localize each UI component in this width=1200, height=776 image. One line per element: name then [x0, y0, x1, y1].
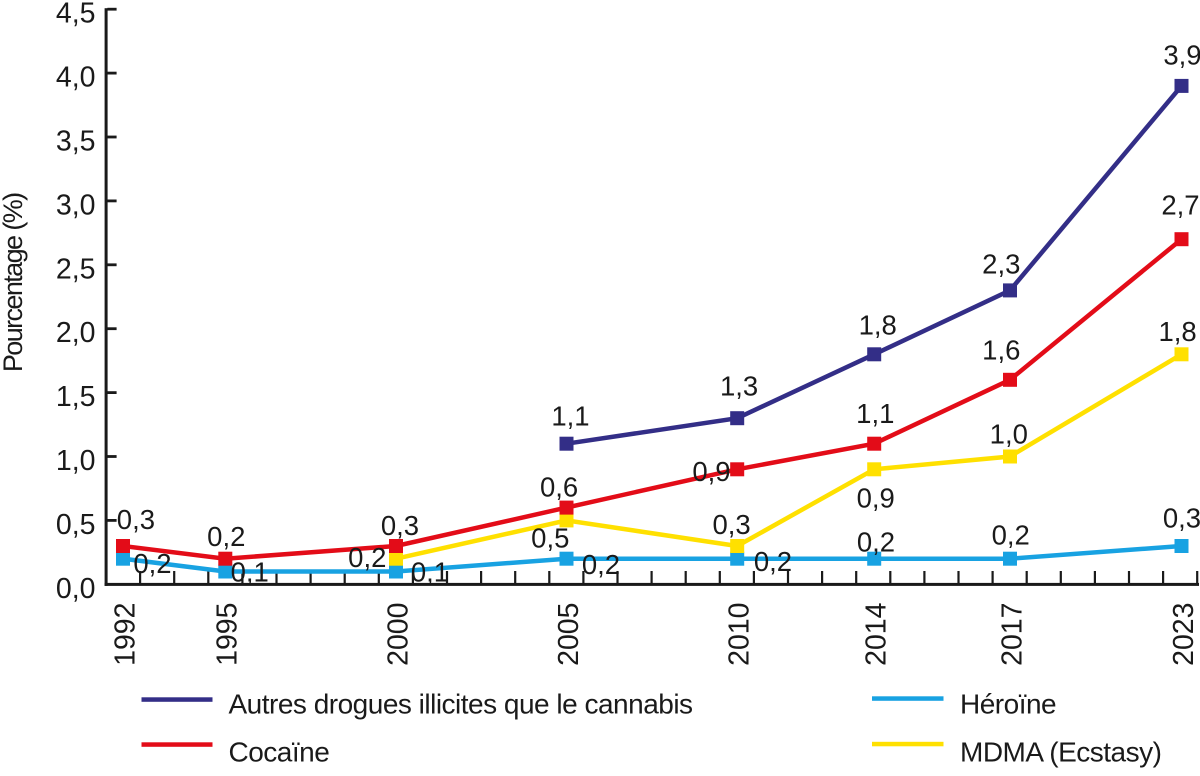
- svg-text:0,2: 0,2: [133, 548, 171, 579]
- svg-text:2,5: 2,5: [56, 253, 96, 285]
- svg-text:0,3: 0,3: [712, 509, 750, 540]
- svg-text:3,0: 3,0: [56, 189, 96, 221]
- svg-text:1,3: 1,3: [720, 371, 758, 402]
- svg-text:Pourcentage (%): Pourcentage (%): [0, 193, 28, 372]
- svg-text:2023: 2023: [1168, 603, 1200, 666]
- svg-text:1,8: 1,8: [859, 310, 897, 341]
- svg-text:Héroïne: Héroïne: [960, 689, 1056, 720]
- svg-text:2,0: 2,0: [56, 317, 96, 349]
- svg-text:4,5: 4,5: [56, 0, 96, 30]
- svg-text:3,5: 3,5: [56, 126, 96, 158]
- svg-text:1,5: 1,5: [56, 381, 96, 413]
- svg-text:MDMA (Ecstasy): MDMA (Ecstasy): [960, 737, 1161, 768]
- svg-text:1995: 1995: [212, 603, 244, 666]
- svg-text:0,5: 0,5: [56, 509, 96, 541]
- svg-text:0,9: 0,9: [857, 483, 895, 514]
- svg-text:2017: 2017: [996, 603, 1028, 666]
- svg-text:Cocaïne: Cocaïne: [229, 737, 330, 768]
- svg-text:0,1: 0,1: [411, 557, 449, 588]
- svg-text:0,2: 0,2: [857, 527, 895, 558]
- svg-text:2014: 2014: [861, 602, 893, 666]
- svg-text:2,3: 2,3: [982, 249, 1020, 280]
- svg-text:2,7: 2,7: [1161, 190, 1199, 221]
- svg-text:3,9: 3,9: [1163, 40, 1200, 71]
- svg-text:2010: 2010: [724, 603, 756, 666]
- svg-text:1,1: 1,1: [551, 400, 589, 431]
- svg-text:0,2: 0,2: [207, 521, 245, 552]
- svg-text:0,3: 0,3: [1163, 503, 1200, 534]
- svg-text:0,2: 0,2: [992, 520, 1030, 551]
- svg-text:1,8: 1,8: [1158, 316, 1196, 347]
- svg-text:2000: 2000: [382, 603, 414, 666]
- svg-text:1,0: 1,0: [990, 419, 1028, 450]
- svg-text:1,1: 1,1: [856, 398, 894, 429]
- svg-text:1,6: 1,6: [982, 335, 1020, 366]
- svg-text:1,0: 1,0: [56, 445, 96, 477]
- svg-text:0,6: 0,6: [540, 472, 578, 503]
- svg-text:0,2: 0,2: [348, 542, 386, 573]
- svg-text:0,3: 0,3: [117, 504, 155, 535]
- svg-text:2005: 2005: [553, 603, 585, 666]
- svg-text:0,5: 0,5: [531, 522, 569, 553]
- svg-text:0,1: 0,1: [231, 556, 269, 587]
- svg-text:Autres drogues illicites que l: Autres drogues illicites que le cannabis: [229, 689, 693, 720]
- svg-text:0,3: 0,3: [381, 510, 419, 541]
- svg-text:0,2: 0,2: [754, 546, 792, 577]
- svg-text:1992: 1992: [109, 603, 141, 666]
- svg-text:0,0: 0,0: [56, 573, 96, 605]
- svg-text:0,9: 0,9: [692, 456, 730, 487]
- svg-text:4,0: 4,0: [56, 62, 96, 94]
- svg-text:0,2: 0,2: [582, 549, 620, 580]
